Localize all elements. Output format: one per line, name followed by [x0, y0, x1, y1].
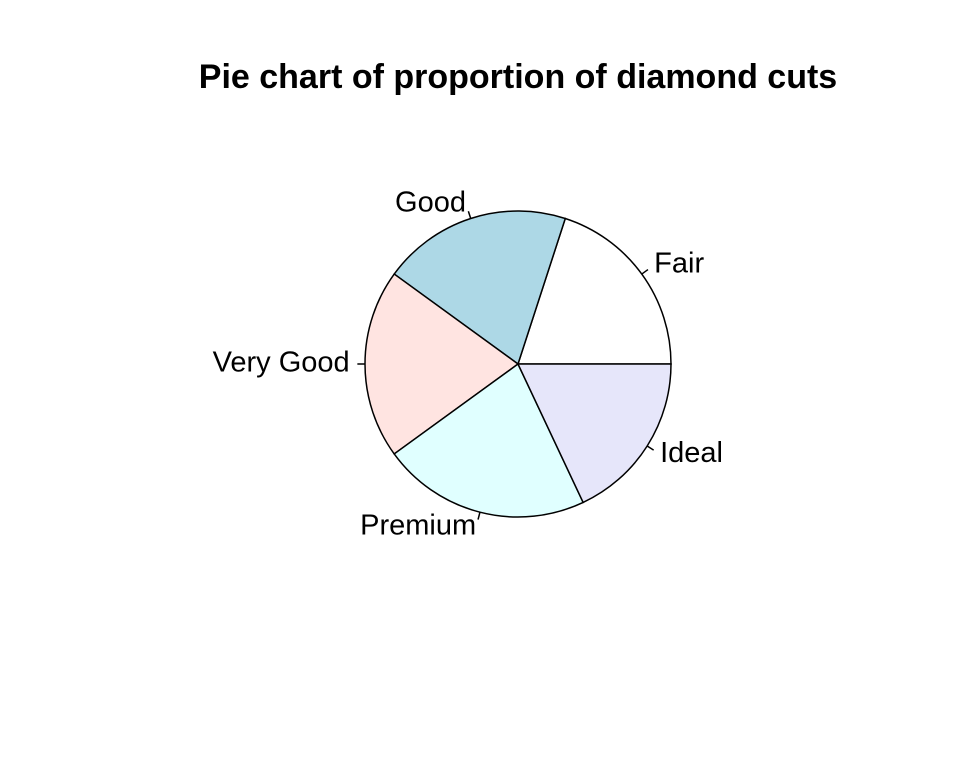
slice-good — [393, 210, 567, 366]
leader-premium — [477, 512, 481, 520]
label-good: Good — [395, 187, 466, 219]
label-ideal: Ideal — [660, 437, 723, 469]
leader-good — [467, 210, 472, 219]
chart-title: Pie chart of proportion of diamond cuts — [198, 58, 838, 96]
slice-ideal — [516, 363, 672, 504]
slice-very-good — [364, 273, 520, 455]
slice-fair — [516, 217, 672, 365]
leader-fair — [641, 268, 649, 275]
label-fair: Fair — [654, 248, 704, 280]
pie-leader-lines — [357, 210, 655, 520]
label-very-good: Very Good — [213, 347, 350, 379]
pie-labels: Fair Good Very Good Premium Ideal — [213, 187, 723, 542]
pie-slices — [364, 210, 672, 518]
leader-ideal — [646, 445, 655, 451]
label-premium: Premium — [360, 510, 476, 542]
